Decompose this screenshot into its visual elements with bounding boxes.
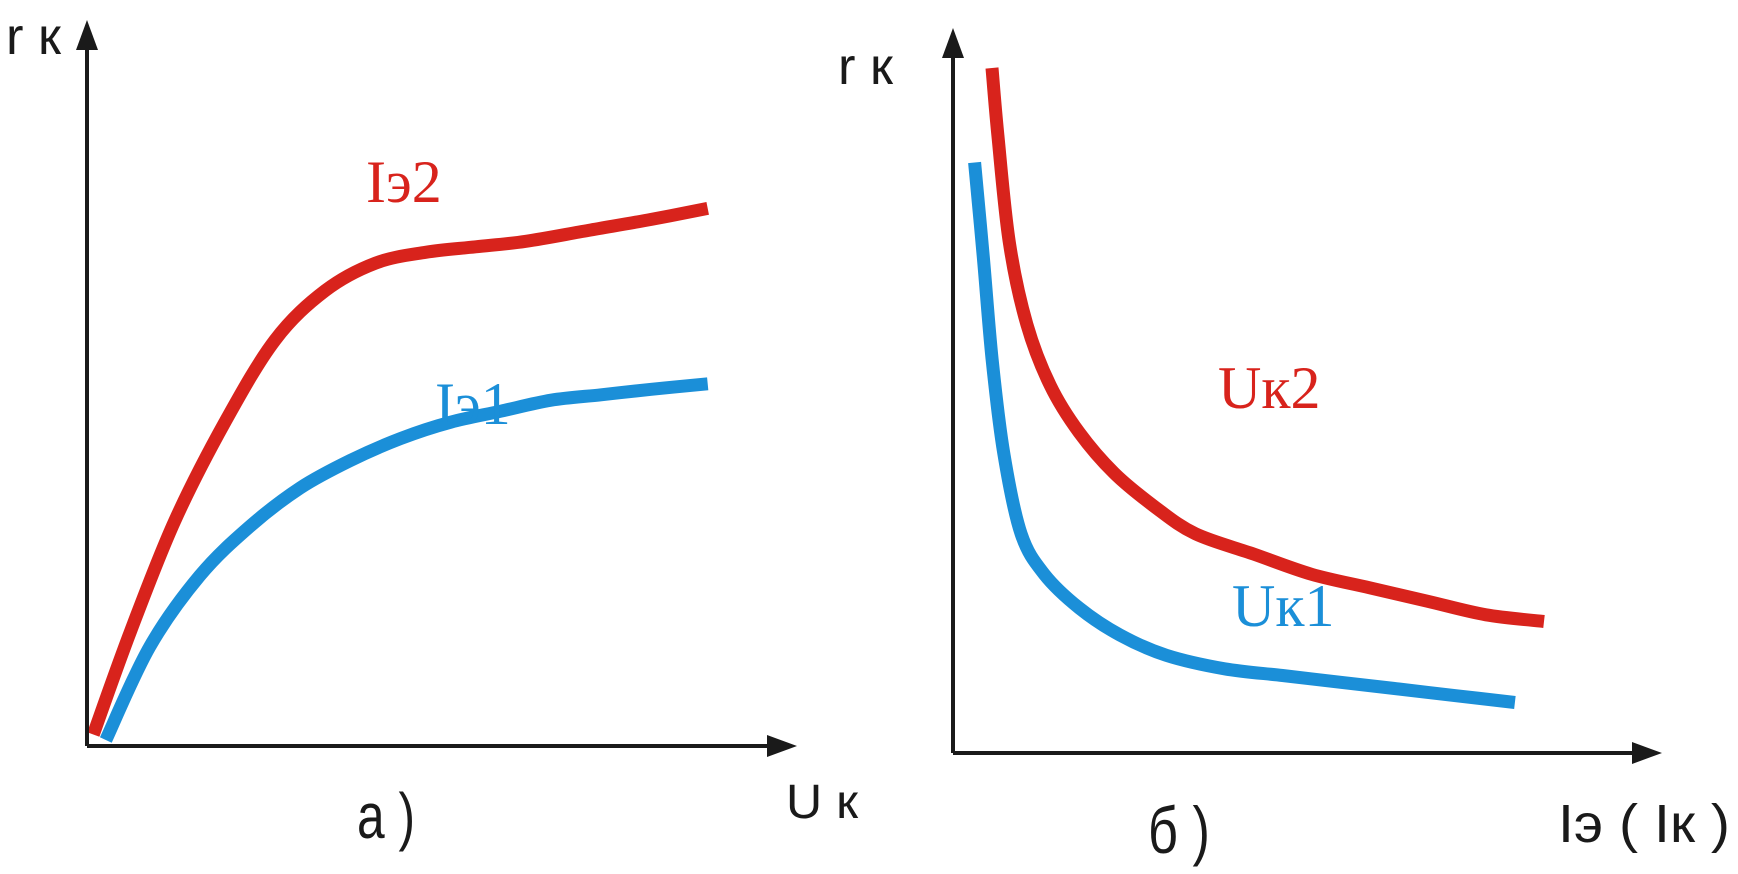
chart-panel-a: Iэ2 Iэ1 r к U к а ) — [6, 8, 859, 852]
y-axis-arrow-a — [76, 20, 98, 50]
x-axis-arrow-a — [767, 735, 797, 757]
panel-label-b: б ) — [1148, 793, 1210, 867]
y-axis-label-b: r к — [838, 38, 893, 96]
series-line-a-1 — [99, 377, 709, 743]
y-axis-arrow-b — [942, 28, 964, 58]
x-axis-label-b: Iэ ( Iк ) — [1558, 794, 1730, 854]
series-line-b-1 — [968, 161, 1516, 709]
series-label-a-1: Iэ1 — [435, 371, 511, 437]
series-label-b-0: Uк2 — [1218, 355, 1320, 421]
plot-area-b: Uк2 Uк1 — [968, 67, 1545, 709]
series-line-b-0 — [985, 67, 1545, 628]
y-axis-label-a: r к — [6, 8, 61, 66]
panel-label-a: а ) — [357, 780, 415, 852]
x-axis-label-a: U к — [786, 776, 859, 829]
series-label-b-1: Uк1 — [1232, 573, 1334, 639]
series-line-a-0 — [87, 202, 709, 737]
plot-area-a: Iэ2 Iэ1 — [87, 149, 709, 743]
x-axis-arrow-b — [1632, 742, 1662, 764]
series-label-a-0: Iэ2 — [366, 149, 442, 215]
chart-panel-b: Uк2 Uк1 r к Iэ ( Iк ) б ) — [838, 28, 1730, 867]
